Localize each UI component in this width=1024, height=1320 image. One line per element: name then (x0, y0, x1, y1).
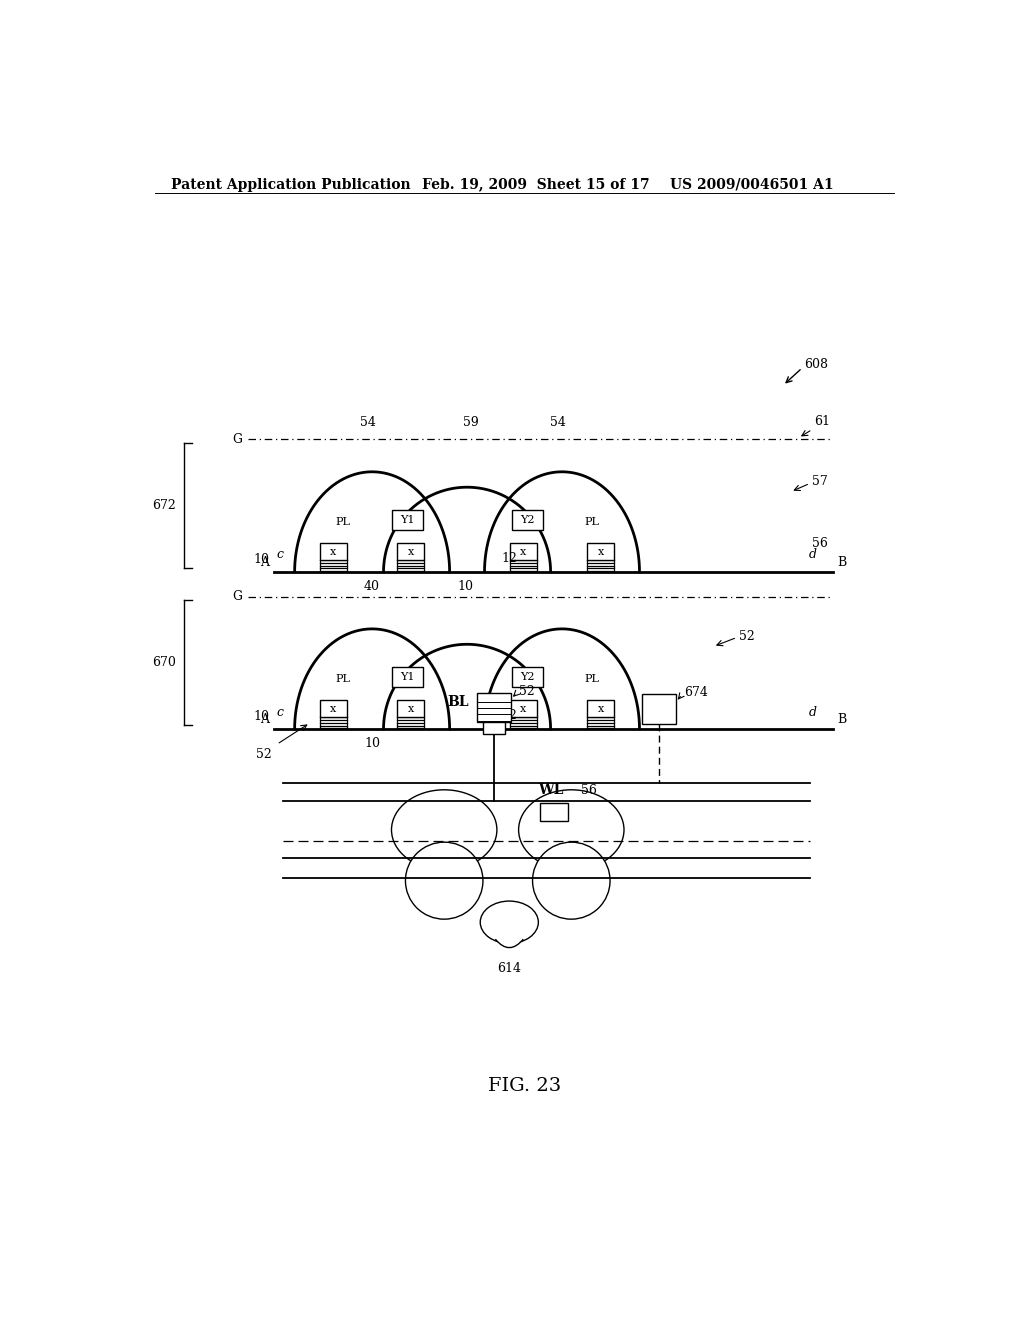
Text: x: x (520, 546, 526, 557)
Text: 670: 670 (153, 656, 176, 669)
Text: PL: PL (584, 517, 599, 527)
Text: 12: 12 (502, 552, 517, 565)
Text: c: c (276, 548, 284, 561)
Ellipse shape (480, 902, 539, 944)
Text: 54: 54 (550, 416, 566, 429)
Bar (512, 667, 543, 686)
Text: x: x (408, 546, 414, 557)
Text: 57: 57 (812, 475, 827, 488)
Ellipse shape (391, 789, 497, 870)
Bar (587, 544, 614, 561)
Text: c: c (276, 705, 284, 718)
Bar (483, 722, 505, 734)
Text: 61: 61 (814, 414, 829, 428)
Ellipse shape (518, 789, 624, 870)
Text: x: x (598, 704, 604, 714)
Text: x: x (331, 546, 337, 557)
Text: Y1: Y1 (399, 515, 415, 524)
Text: Y1: Y1 (399, 672, 415, 681)
Text: 52: 52 (256, 748, 271, 762)
Bar (510, 544, 537, 561)
Text: 10: 10 (253, 710, 269, 723)
Text: 56: 56 (582, 784, 597, 797)
Text: x: x (331, 704, 337, 714)
Text: A: A (260, 713, 269, 726)
Bar (397, 701, 424, 718)
Bar (642, 694, 676, 723)
Bar (541, 803, 568, 821)
Text: PL: PL (335, 517, 350, 527)
Text: 672: 672 (153, 499, 176, 512)
Text: Feb. 19, 2009  Sheet 15 of 17: Feb. 19, 2009 Sheet 15 of 17 (423, 178, 650, 191)
Text: 614: 614 (498, 962, 521, 975)
Text: d: d (809, 548, 816, 561)
Text: d: d (809, 705, 816, 718)
Circle shape (532, 842, 610, 919)
Text: 674: 674 (684, 686, 708, 700)
Bar (477, 693, 511, 722)
Text: x: x (598, 546, 604, 557)
Text: 10: 10 (253, 553, 269, 566)
Bar (319, 701, 347, 718)
Text: Y2: Y2 (520, 672, 535, 681)
Text: Patent Application Publication: Patent Application Publication (171, 178, 411, 191)
Text: B: B (838, 556, 847, 569)
PathPatch shape (496, 940, 523, 948)
Text: 59: 59 (463, 416, 479, 429)
Text: 10: 10 (365, 737, 380, 750)
Text: A: A (260, 556, 269, 569)
Text: 52: 52 (738, 630, 755, 643)
Text: US 2009/0046501 A1: US 2009/0046501 A1 (671, 178, 835, 191)
Text: 52: 52 (518, 685, 535, 698)
Bar (587, 701, 614, 718)
Text: 56: 56 (812, 537, 827, 550)
Text: 40: 40 (365, 579, 380, 593)
Text: 54: 54 (360, 416, 376, 429)
Text: PL: PL (584, 675, 599, 684)
Circle shape (406, 842, 483, 919)
Text: G: G (232, 590, 243, 603)
Text: 12: 12 (502, 709, 517, 722)
Bar (391, 510, 423, 529)
Text: x: x (408, 704, 414, 714)
Bar (391, 667, 423, 686)
Text: Y2: Y2 (520, 515, 535, 524)
Text: PL: PL (335, 675, 350, 684)
Text: x: x (520, 704, 526, 714)
Text: 10: 10 (457, 579, 473, 593)
Bar (319, 544, 347, 561)
Text: BL: BL (447, 696, 469, 709)
Text: 608: 608 (804, 358, 827, 371)
Text: B: B (838, 713, 847, 726)
Bar (510, 701, 537, 718)
Text: WL: WL (538, 783, 563, 797)
Text: FIG. 23: FIG. 23 (488, 1077, 561, 1096)
Bar (512, 510, 543, 529)
Bar (397, 544, 424, 561)
Text: G: G (232, 433, 243, 446)
